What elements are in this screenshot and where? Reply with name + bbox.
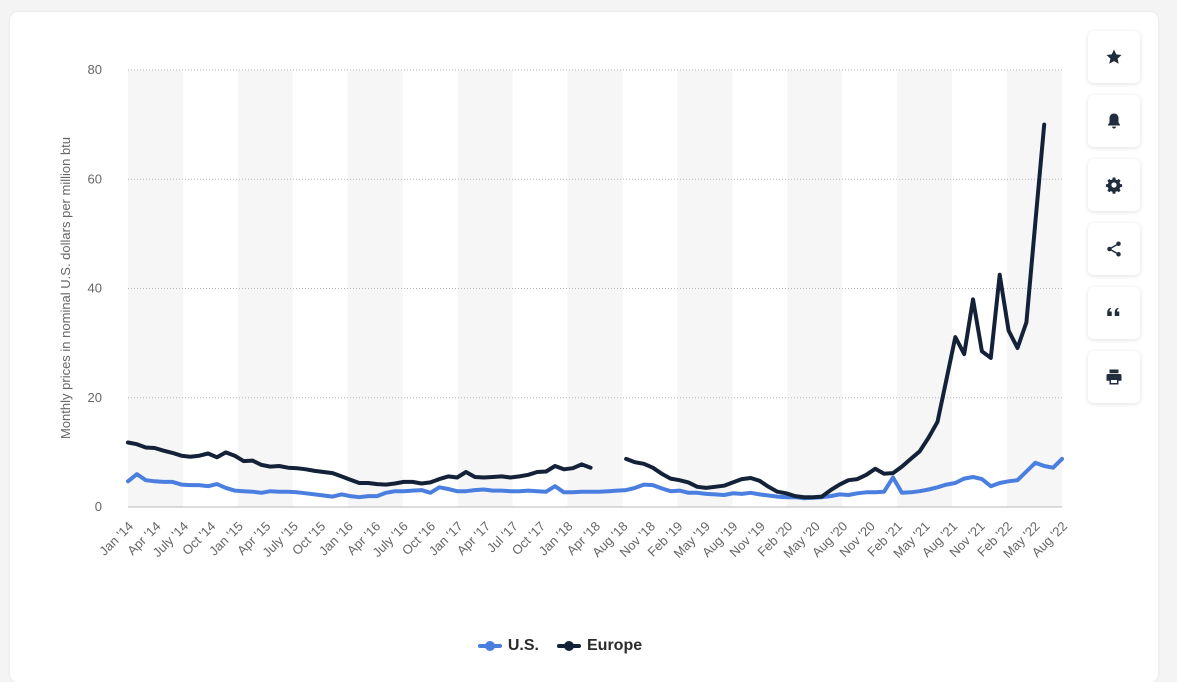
y-tick-label: 60 — [88, 171, 102, 186]
share-icon — [1107, 241, 1121, 257]
chart-legend: U.S. Europe — [0, 637, 1120, 655]
legend-item-europe[interactable]: Europe — [557, 637, 642, 655]
y-axis-ticks: 0 20 40 60 80 — [88, 62, 102, 514]
legend-swatch-us — [477, 640, 502, 652]
cite-button[interactable] — [1088, 287, 1140, 339]
y-tick-label: 40 — [88, 281, 102, 296]
notification-button[interactable] — [1088, 95, 1140, 147]
series-lines — [126, 122, 1064, 501]
bell-icon — [1108, 113, 1120, 129]
y-tick-label: 20 — [88, 390, 102, 405]
share-button[interactable] — [1088, 223, 1140, 275]
legend-label-europe: Europe — [587, 637, 643, 654]
background-band — [567, 70, 623, 507]
background-band — [237, 70, 293, 507]
plot-background-bands — [128, 70, 1062, 507]
series-line-europe[interactable] — [126, 440, 593, 487]
background-band — [897, 70, 953, 507]
bookmark-button[interactable] — [1088, 31, 1140, 83]
y-axis-label: Monthly prices in nominal U.S. dollars p… — [58, 137, 73, 439]
series-line-us[interactable] — [126, 456, 1064, 501]
legend-item-us[interactable]: U.S. — [477, 637, 539, 655]
settings-button[interactable] — [1088, 159, 1140, 211]
series-line-europe[interactable] — [624, 122, 1047, 500]
print-icon — [1106, 369, 1122, 385]
gridlines — [128, 69, 1062, 508]
legend-swatch-europe — [557, 640, 581, 652]
y-tick-label: 80 — [88, 62, 102, 77]
legend-label-us: U.S. — [507, 637, 539, 654]
star-icon — [1106, 49, 1122, 64]
quote-icon — [1107, 307, 1120, 316]
print-button[interactable] — [1088, 351, 1140, 403]
gear-icon — [1105, 177, 1123, 194]
y-tick-label: 0 — [95, 499, 102, 514]
tool-sidebar — [1088, 31, 1140, 403]
